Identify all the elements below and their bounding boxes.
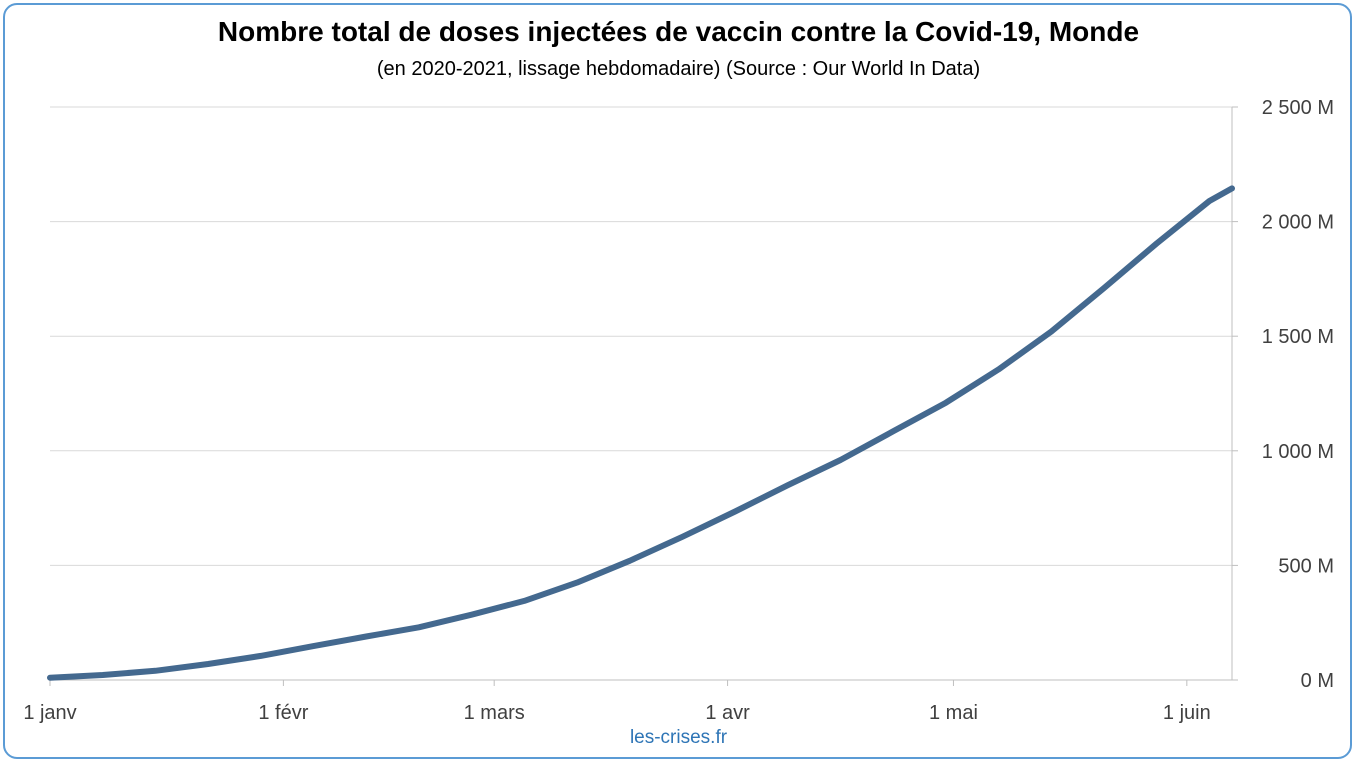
x-tick-label: 1 janv (23, 702, 76, 724)
x-tick-label: 1 avr (705, 702, 750, 724)
chart-frame (3, 3, 1352, 759)
chart-subtitle: (en 2020-2021, lissage hebdomadaire) (So… (376, 58, 981, 80)
x-tick-label: 1 mars (464, 702, 525, 724)
y-tick-label: 1 000 M (1262, 441, 1334, 463)
x-axis-labels: 1 janv 1 févr 1 mars 1 avr 1 mai 1 juin (23, 702, 1210, 724)
x-tick-label: 1 mai (929, 702, 978, 724)
series-line-0 (47, 185, 1235, 681)
gridlines (50, 106, 1232, 566)
y-tick-label: 2 500 M (1262, 97, 1334, 119)
y-axis-labels: 0 M 500 M 1 000 M 1 500 M 2 000 M 2 500 M (1262, 97, 1334, 692)
chart-title: Nombre total de doses injectées de vacci… (217, 16, 1140, 47)
y-tick-label: 500 M (1278, 555, 1334, 577)
axes (49, 106, 1238, 686)
y-tick-label: 2 000 M (1262, 212, 1334, 234)
x-tick-label: 1 févr (258, 702, 308, 724)
y-tick-label: 0 M (1301, 670, 1334, 692)
y-tick-label: 1 500 M (1262, 326, 1334, 348)
plot-area (47, 185, 1235, 681)
x-tick-label: 1 juin (1163, 702, 1211, 724)
source-label: les-crises.fr (629, 727, 728, 748)
